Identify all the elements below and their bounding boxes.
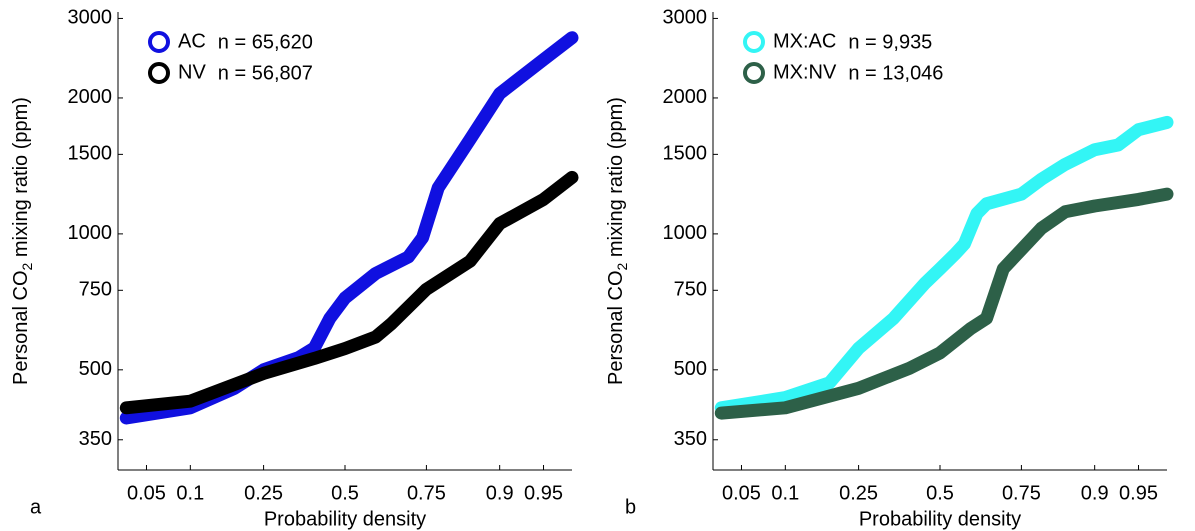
y-tick-label: 1000 xyxy=(68,222,113,244)
y-tick-label: 350 xyxy=(79,428,112,450)
legend-label: MX:AC xyxy=(773,30,836,52)
x-axis-label: Probability density xyxy=(264,508,426,530)
legend-marker xyxy=(148,62,170,84)
y-tick-label: 2000 xyxy=(68,86,113,108)
data-line xyxy=(714,115,1174,415)
y-tick-label: 500 xyxy=(674,358,707,380)
legend-count: n = 65,620 xyxy=(218,31,313,53)
y-tick-label: 750 xyxy=(674,279,707,301)
x-axis-label: Probability density xyxy=(859,508,1021,530)
y-tick-label: 350 xyxy=(674,428,707,450)
data-line xyxy=(714,187,1174,420)
y-tick-label: 1000 xyxy=(663,222,708,244)
y-tick-label: 500 xyxy=(79,358,112,380)
x-tick-label: 0.75 xyxy=(407,482,446,504)
x-tick-label: 0.5 xyxy=(926,482,954,504)
x-tick-label: 0.1 xyxy=(771,482,799,504)
legend-label: AC xyxy=(178,30,206,52)
y-tick-label: 2000 xyxy=(663,86,708,108)
y-tick-label: 3000 xyxy=(68,7,113,29)
y-axis-label: Personal CO2 mixing ratio (ppm) xyxy=(605,97,629,385)
legend-label: MX:NV xyxy=(773,61,837,83)
y-tick-label: 3000 xyxy=(663,7,708,29)
panel-label: a xyxy=(30,496,42,518)
legend-count: n = 13,046 xyxy=(848,62,943,84)
y-tick-label: 1500 xyxy=(663,143,708,165)
x-tick-label: 0.05 xyxy=(722,482,761,504)
legend-count: n = 9,935 xyxy=(848,31,932,53)
legend-marker xyxy=(148,31,170,53)
data-line xyxy=(119,170,579,415)
y-label-part: mixing ratio (ppm) xyxy=(10,97,32,263)
y-label-part: Personal CO xyxy=(605,270,627,385)
y-label-sub: 2 xyxy=(614,262,630,270)
legend-label: NV xyxy=(178,61,206,83)
x-tick-label: 0.25 xyxy=(839,482,878,504)
x-tick-label: 0.95 xyxy=(524,482,563,504)
x-tick-label: 0.9 xyxy=(486,482,514,504)
y-label-sub: 2 xyxy=(19,262,35,270)
x-tick-label: 0.95 xyxy=(1119,482,1158,504)
x-tick-label: 0.05 xyxy=(127,482,166,504)
panel-label: b xyxy=(625,496,636,518)
y-label-part: Personal CO xyxy=(10,270,32,385)
y-label-part: mixing ratio (ppm) xyxy=(605,97,627,263)
x-tick-label: 0.75 xyxy=(1002,482,1041,504)
legend-marker xyxy=(743,62,765,84)
legend-count: n = 56,807 xyxy=(218,62,313,84)
legend-marker xyxy=(743,31,765,53)
x-tick-label: 0.9 xyxy=(1081,482,1109,504)
y-axis-label: Personal CO2 mixing ratio (ppm) xyxy=(10,97,34,385)
y-tick-label: 750 xyxy=(79,279,112,301)
x-tick-label: 0.1 xyxy=(176,482,204,504)
x-tick-label: 0.5 xyxy=(331,482,359,504)
y-tick-label: 1500 xyxy=(68,143,113,165)
x-tick-label: 0.25 xyxy=(244,482,283,504)
